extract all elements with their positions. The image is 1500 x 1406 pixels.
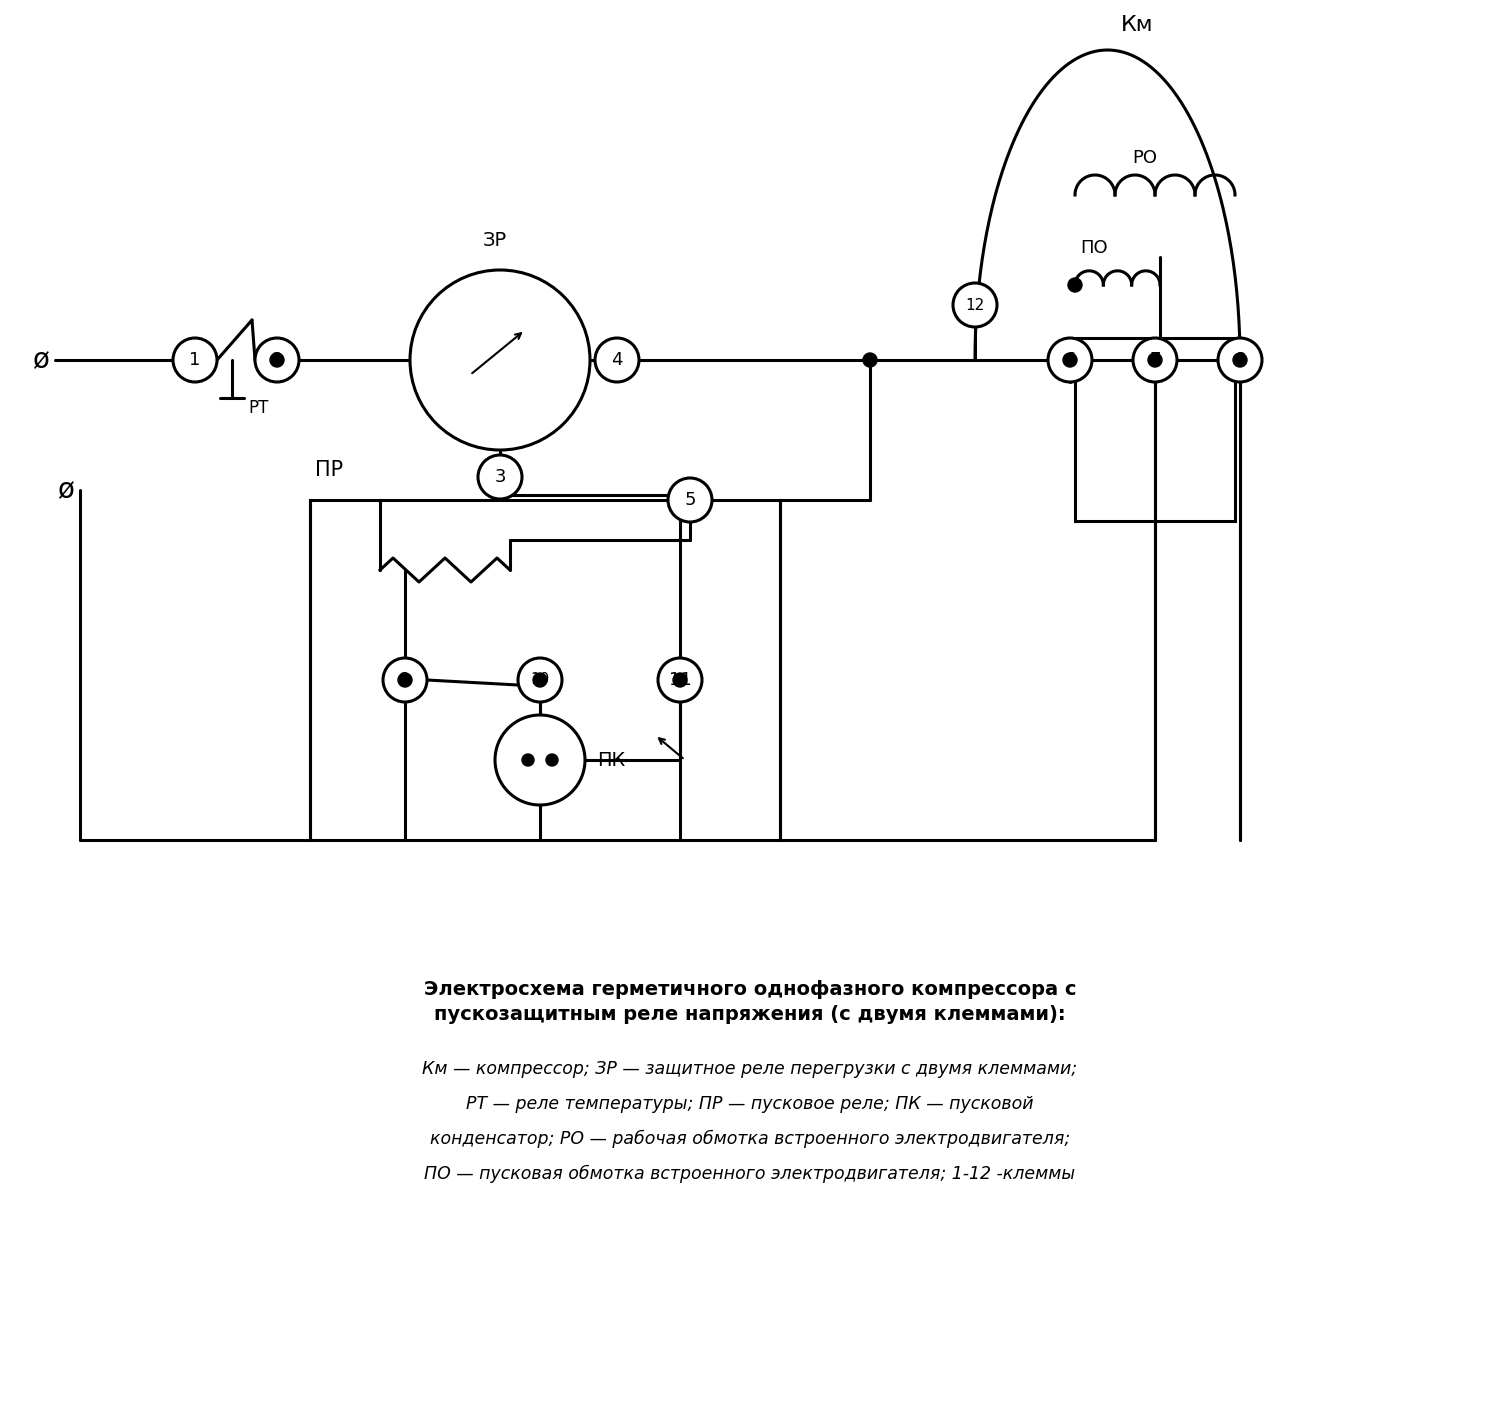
Circle shape: [1132, 337, 1178, 382]
Text: 10: 10: [531, 672, 549, 688]
Text: 12: 12: [966, 298, 984, 312]
Text: 8: 8: [1234, 352, 1245, 368]
Text: 7: 7: [1149, 352, 1161, 368]
Text: ø: ø: [57, 477, 74, 503]
Text: 2: 2: [272, 352, 282, 368]
Circle shape: [668, 478, 712, 522]
Circle shape: [172, 337, 217, 382]
Bar: [310, 501, 780, 839]
Circle shape: [1148, 353, 1162, 367]
Text: Км — компрессор; ЗР — защитное реле перегрузки с двумя клеммами;: Км — компрессор; ЗР — защитное реле пере…: [423, 1060, 1077, 1078]
Circle shape: [1218, 337, 1261, 382]
Text: ø: ø: [32, 346, 48, 374]
Circle shape: [518, 658, 562, 702]
Text: РТ — реле температуры; ПР — пусковое реле; ПК — пусковой: РТ — реле температуры; ПР — пусковое рел…: [466, 1095, 1034, 1114]
Text: 4: 4: [612, 352, 622, 368]
Circle shape: [382, 658, 427, 702]
Text: 9: 9: [399, 671, 411, 689]
Text: ЗР: ЗР: [483, 231, 507, 250]
Text: конденсатор; РО — рабочая обмотка встроенного электродвигателя;: конденсатор; РО — рабочая обмотка встрое…: [430, 1130, 1070, 1149]
Circle shape: [478, 456, 522, 499]
Text: ПО: ПО: [1080, 239, 1107, 257]
Circle shape: [546, 754, 558, 766]
Text: Км: Км: [1120, 15, 1154, 35]
Circle shape: [495, 716, 585, 806]
Circle shape: [674, 673, 687, 688]
Text: 1: 1: [189, 352, 201, 368]
Circle shape: [410, 270, 590, 450]
Circle shape: [952, 283, 998, 328]
Text: РО: РО: [1132, 149, 1158, 167]
Text: РТ: РТ: [248, 399, 268, 418]
Bar: [1076, 337, 1234, 522]
Text: ПР: ПР: [315, 460, 344, 479]
Circle shape: [1064, 353, 1077, 367]
Circle shape: [255, 337, 298, 382]
Text: 3: 3: [495, 468, 506, 486]
Circle shape: [270, 353, 284, 367]
Circle shape: [596, 337, 639, 382]
Text: ПО — пусковая обмотка встроенного электродвигателя; 1-12 -клеммы: ПО — пусковая обмотка встроенного электр…: [424, 1166, 1076, 1184]
Circle shape: [522, 754, 534, 766]
Circle shape: [862, 353, 877, 367]
Circle shape: [1068, 278, 1082, 292]
Text: 11: 11: [669, 671, 692, 689]
Text: 6: 6: [1065, 352, 1076, 368]
Text: 5: 5: [684, 491, 696, 509]
Text: ПК: ПК: [597, 751, 626, 769]
Circle shape: [1048, 337, 1092, 382]
Circle shape: [1233, 353, 1246, 367]
Text: Электросхема герметичного однофазного компрессора с
пускозащитным реле напряжени: Электросхема герметичного однофазного ко…: [423, 980, 1077, 1024]
Circle shape: [532, 673, 548, 688]
Circle shape: [398, 673, 412, 688]
Circle shape: [658, 658, 702, 702]
